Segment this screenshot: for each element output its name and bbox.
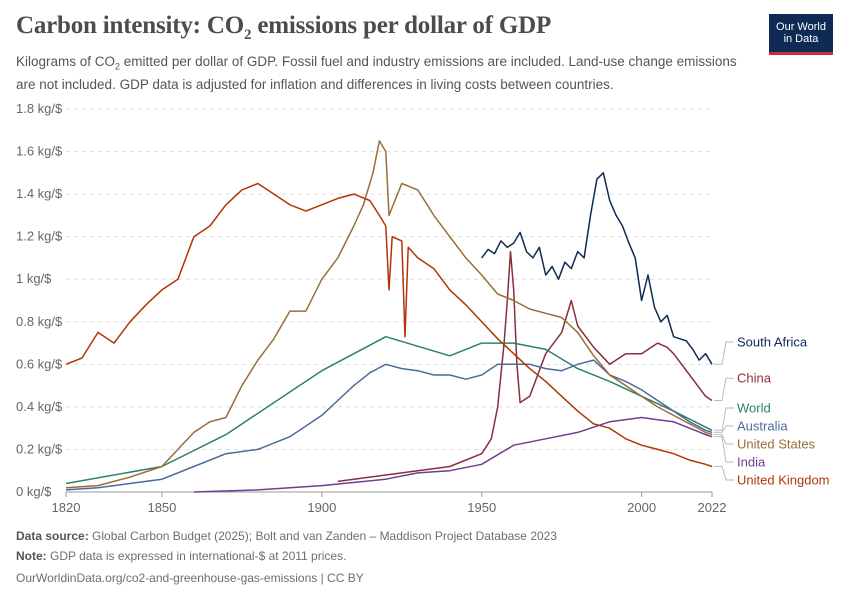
legend-label-united-states[interactable]: United States bbox=[737, 437, 816, 452]
y-tick-label: 1.2 kg/$ bbox=[16, 229, 63, 244]
owid-logo[interactable]: Our World in Data bbox=[769, 14, 833, 55]
logo-line-2: in Data bbox=[783, 33, 819, 45]
x-tick-label: 1950 bbox=[467, 500, 496, 515]
x-tick-label: 2000 bbox=[627, 500, 656, 515]
series-line-india[interactable] bbox=[193, 416, 713, 493]
gdp-note: Note: GDP data is expressed in internati… bbox=[16, 549, 347, 563]
series-line-united-states[interactable] bbox=[65, 140, 713, 489]
x-tick-label: 2022 bbox=[698, 500, 727, 515]
legend-connector bbox=[714, 436, 734, 463]
x-tick-label: 1900 bbox=[307, 500, 336, 515]
y-tick-label: 1.4 kg/$ bbox=[16, 186, 63, 201]
y-tick-label: 0.6 kg/$ bbox=[16, 356, 63, 371]
source-note: Data source: Global Carbon Budget (2025)… bbox=[16, 529, 558, 543]
series-line-south-africa[interactable] bbox=[481, 172, 713, 365]
series-line-world[interactable] bbox=[65, 335, 713, 485]
series-line-united-kingdom[interactable] bbox=[65, 182, 713, 468]
legend-label-india[interactable]: India bbox=[737, 455, 766, 470]
grid-layer: 0 kg/$ 0.2 kg/$ 0.4 kg/$ 0.6 kg/$ 0.8 kg/$ 1 … bbox=[16, 101, 726, 515]
credit-link[interactable]: OurWorldinData.org/co2-and-greenhouse-ga… bbox=[16, 571, 364, 585]
y-tick-label: 1.6 kg/$ bbox=[16, 144, 63, 159]
y-tick-label: 1.8 kg/$ bbox=[16, 101, 63, 116]
x-tick-label: 1820 bbox=[52, 500, 81, 515]
x-tick-label: 1850 bbox=[147, 500, 176, 515]
legend-label-world[interactable]: World bbox=[737, 401, 771, 416]
legend-connector bbox=[714, 377, 734, 402]
legend-connector bbox=[714, 407, 734, 431]
legend-label-china[interactable]: China bbox=[737, 371, 772, 386]
y-tick-label: 0 kg/$ bbox=[16, 484, 52, 499]
y-tick-label: 0.4 kg/$ bbox=[16, 399, 63, 414]
series-layer bbox=[65, 140, 713, 493]
series-line-australia[interactable] bbox=[65, 359, 713, 491]
legend-connector bbox=[714, 465, 734, 481]
legend-layer: South Africa China World Australia United St… bbox=[714, 335, 830, 488]
legend-label-united-kingdom[interactable]: United Kingdom bbox=[737, 473, 830, 488]
legend-label-south-africa[interactable]: South Africa bbox=[737, 335, 808, 350]
y-tick-label: 0.2 kg/$ bbox=[16, 441, 63, 456]
y-tick-label: 1 kg/$ bbox=[16, 271, 52, 286]
legend-connector bbox=[714, 434, 734, 445]
subtitle: Kilograms of CO2 emitted per dollar of G… bbox=[16, 54, 737, 92]
series-line-china[interactable] bbox=[337, 250, 713, 483]
legend-connector bbox=[714, 341, 734, 365]
y-tick-label: 0.8 kg/$ bbox=[16, 314, 63, 329]
logo-line-1: Our World bbox=[776, 21, 826, 33]
page-title: Carbon intensity: CO2 emissions per doll… bbox=[16, 12, 552, 43]
legend-connector bbox=[714, 425, 734, 433]
legend-label-australia[interactable]: Australia bbox=[737, 419, 788, 434]
